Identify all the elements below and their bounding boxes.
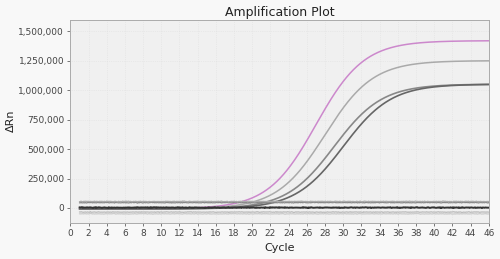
Y-axis label: ΔRn: ΔRn <box>6 110 16 132</box>
X-axis label: Cycle: Cycle <box>264 243 295 254</box>
Title: Amplification Plot: Amplification Plot <box>224 5 334 19</box>
